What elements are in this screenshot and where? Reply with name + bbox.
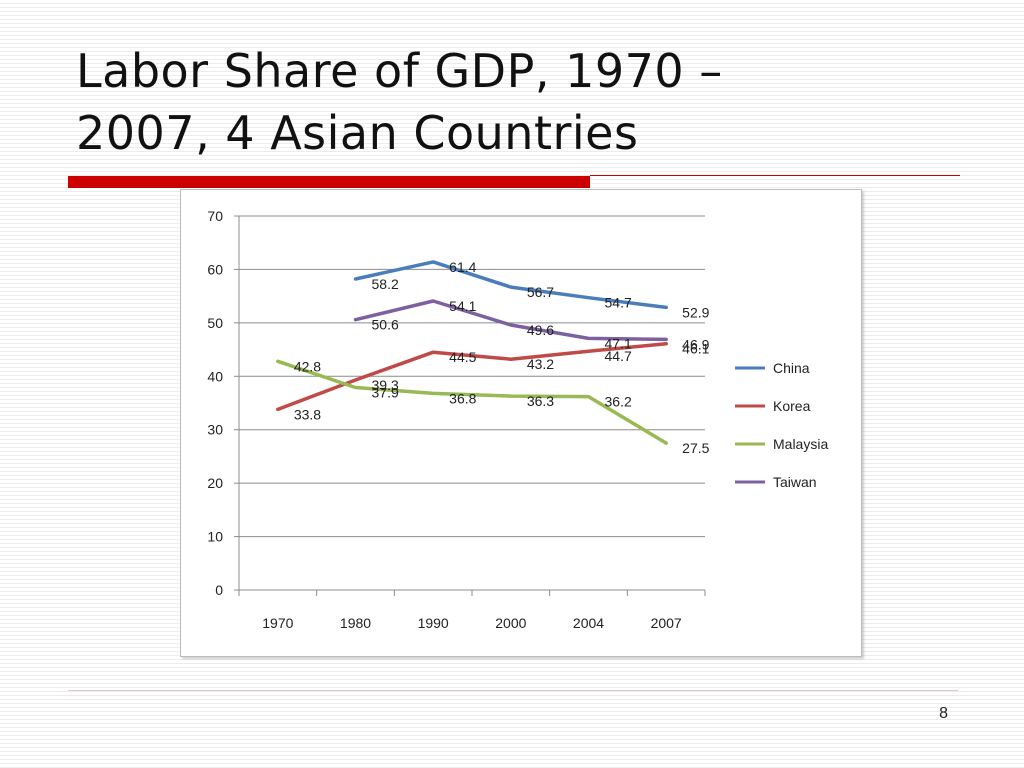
x-tick-label: 1970 bbox=[262, 615, 293, 631]
data-label: 42.8 bbox=[294, 358, 321, 374]
line-chart: 0 10 20 30 40 50 60 70 1970 1980 1990 2000 2004 2007 … bbox=[180, 189, 862, 657]
data-label: 39.3 bbox=[372, 377, 399, 393]
footer-rule bbox=[68, 690, 958, 691]
data-labels: 58.2 61.4 56.7 54.7 52.9 33.8 39.3 44.5 43.2 44.7… bbox=[294, 259, 710, 456]
y-tick-label: 10 bbox=[207, 529, 223, 545]
data-label: 56.7 bbox=[527, 284, 554, 300]
series-line-malaysia bbox=[276, 359, 668, 445]
gridlines bbox=[239, 215, 705, 538]
slide-title-line-2: 2007, 4 Asian Countries bbox=[76, 106, 639, 160]
legend: China Korea Malaysia Taiwan bbox=[735, 360, 828, 490]
x-tick-label: 2007 bbox=[651, 615, 682, 631]
series-line-china bbox=[353, 260, 668, 310]
slide-title-line-1: Labor Share of GDP, 1970 – bbox=[76, 44, 723, 98]
y-tick-label: 50 bbox=[207, 315, 223, 331]
data-label: 47.1 bbox=[605, 335, 632, 351]
x-tick-label: 1990 bbox=[418, 615, 449, 631]
axes: 0 10 20 30 40 50 60 70 1970 1980 1990 2000 2004 2007 bbox=[207, 208, 706, 631]
data-label: 49.6 bbox=[527, 322, 554, 338]
y-tick-label: 60 bbox=[207, 261, 223, 277]
legend-label-china: China bbox=[773, 360, 810, 376]
legend-label-malaysia: Malaysia bbox=[773, 436, 828, 452]
data-label: 36.8 bbox=[449, 390, 476, 406]
data-label: 27.5 bbox=[682, 440, 709, 456]
title-accent-bar bbox=[68, 176, 590, 188]
data-label: 37.9 bbox=[372, 385, 399, 401]
y-tick-label: 40 bbox=[207, 368, 223, 384]
data-label: 44.7 bbox=[605, 348, 632, 364]
legend-label-taiwan: Taiwan bbox=[773, 474, 817, 490]
data-label: 54.7 bbox=[605, 295, 632, 311]
series-lines bbox=[276, 260, 668, 445]
data-label: 43.2 bbox=[527, 356, 554, 372]
y-tick-label: 70 bbox=[207, 208, 223, 224]
series-line-taiwan bbox=[353, 299, 668, 342]
data-label: 52.9 bbox=[682, 304, 709, 320]
y-tick-label: 30 bbox=[207, 422, 223, 438]
y-tick-label: 0 bbox=[215, 582, 223, 598]
data-label: 44.5 bbox=[449, 349, 476, 365]
x-tick-label: 1980 bbox=[340, 615, 371, 631]
data-label: 50.6 bbox=[372, 317, 399, 333]
data-label: 46.1 bbox=[682, 341, 709, 357]
title-accent-line bbox=[590, 175, 960, 176]
data-label: 36.2 bbox=[605, 394, 632, 410]
slide-title: Labor Share of GDP, 1970 – 2007, 4 Asian… bbox=[76, 40, 956, 164]
data-label: 54.1 bbox=[449, 298, 476, 314]
page-number: 8 bbox=[939, 705, 948, 722]
x-tick-label: 2000 bbox=[495, 615, 526, 631]
legend-label-korea: Korea bbox=[773, 398, 811, 414]
data-label: 46.9 bbox=[682, 336, 709, 352]
data-label: 33.8 bbox=[294, 406, 321, 422]
y-tick-label: 20 bbox=[207, 475, 223, 491]
data-label: 36.3 bbox=[527, 393, 554, 409]
data-label: 61.4 bbox=[449, 259, 476, 275]
data-label: 58.2 bbox=[372, 276, 399, 292]
x-tick-label: 2004 bbox=[573, 615, 604, 631]
